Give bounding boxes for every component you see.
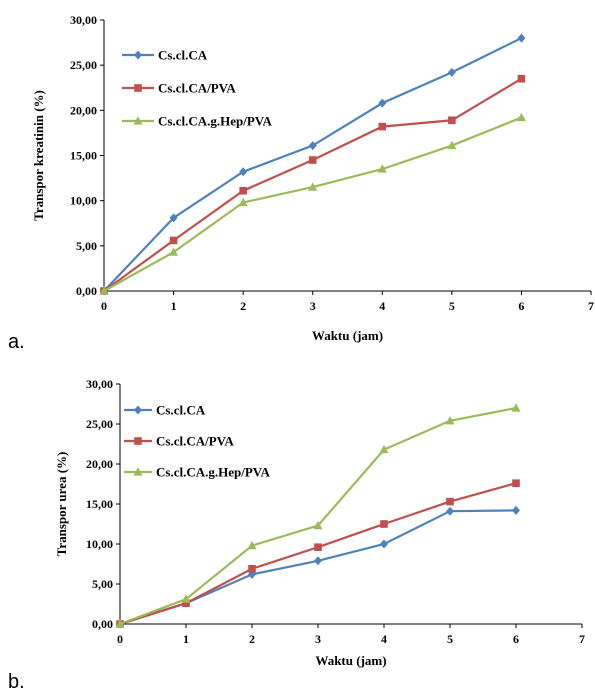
data-point bbox=[380, 539, 388, 549]
y-tick-label: 10,00 bbox=[86, 537, 113, 551]
data-point bbox=[512, 505, 520, 515]
y-tick-label: 20,00 bbox=[70, 103, 97, 117]
x-axis-title: Waktu (jam) bbox=[312, 328, 383, 343]
data-point bbox=[308, 156, 317, 164]
y-tick-label: 5,00 bbox=[76, 239, 97, 253]
data-point bbox=[169, 213, 178, 223]
data-point bbox=[445, 416, 455, 425]
legend-entry-label: Cs.cl.CA/PVA bbox=[156, 434, 234, 449]
x-tick-label: 5 bbox=[449, 299, 455, 313]
y-axis-title: Transpor urea (%) bbox=[54, 452, 69, 557]
data-point bbox=[99, 286, 109, 295]
legend-swatch-marker bbox=[134, 50, 142, 60]
x-tick-label: 5 bbox=[447, 632, 453, 646]
series-cs-cl-ca-g-hep-pva bbox=[115, 403, 521, 628]
data-point bbox=[512, 479, 520, 487]
legend-entry-label: Cs.cl.CA/PVA bbox=[158, 81, 236, 96]
data-point bbox=[238, 197, 248, 207]
series-cs-cl-ca-pva bbox=[116, 479, 520, 628]
x-tick-label: 2 bbox=[249, 632, 255, 646]
data-point bbox=[516, 112, 526, 122]
y-tick-label: 0,00 bbox=[76, 284, 97, 298]
x-tick-label: 6 bbox=[518, 299, 524, 313]
data-point bbox=[511, 403, 521, 412]
legend-entry-label: Cs.cl.CA.g.Hep/PVA bbox=[156, 465, 270, 480]
series-cs-cl-ca-g-hep-pva bbox=[99, 112, 526, 295]
series-line bbox=[103, 37, 522, 292]
data-point bbox=[248, 565, 256, 573]
chart-a: 0,00 5,00 10,00 15,00 20,00 25,00 30,00 0 1 2 3 4 5 6… bbox=[8, 13, 594, 353]
data-point bbox=[447, 140, 457, 150]
data-point bbox=[115, 619, 125, 628]
x-axis-title: Waktu (jam) bbox=[315, 653, 386, 668]
legend: Cs.cl.CA Cs.cl.CA/PVA Cs.cl.CA.g.Hep/PVA bbox=[122, 48, 272, 129]
data-point bbox=[308, 141, 317, 151]
legend-swatch-marker bbox=[134, 405, 142, 415]
data-point bbox=[517, 74, 526, 83]
x-tick-label: 4 bbox=[381, 632, 387, 646]
data-point bbox=[379, 444, 389, 454]
panel-label: a. bbox=[8, 331, 25, 353]
data-point bbox=[182, 599, 190, 607]
data-point bbox=[314, 556, 322, 566]
panel-label: b. bbox=[8, 671, 25, 691]
y-tick-label: 15,00 bbox=[70, 149, 97, 163]
legend-entry-label: Cs.cl.CA bbox=[158, 48, 208, 63]
x-tick-label: 2 bbox=[240, 299, 246, 313]
data-point bbox=[517, 33, 526, 43]
x-tick-label: 1 bbox=[171, 299, 177, 313]
y-tick-label: 10,00 bbox=[70, 194, 97, 208]
y-tick-label: 25,00 bbox=[86, 417, 113, 431]
x-tick-label: 4 bbox=[379, 299, 385, 313]
data-point bbox=[378, 98, 387, 108]
y-tick-label: 30,00 bbox=[86, 377, 113, 391]
y-tick-label: 30,00 bbox=[70, 13, 97, 27]
x-tick-label: 0 bbox=[117, 632, 123, 646]
data-point bbox=[308, 182, 318, 191]
series-cs-cl-ca bbox=[100, 33, 526, 296]
y-tick-label: 5,00 bbox=[92, 577, 113, 591]
data-point bbox=[446, 506, 454, 516]
data-point bbox=[447, 67, 456, 77]
series-line bbox=[119, 482, 517, 626]
legend-swatch-marker bbox=[133, 116, 143, 125]
data-point bbox=[239, 186, 247, 195]
legend-entry-label: Cs.cl.CA.g.Hep/PVA bbox=[158, 114, 272, 129]
y-tick-label: 15,00 bbox=[86, 497, 113, 511]
data-point bbox=[169, 247, 179, 256]
x-tick-label: 6 bbox=[513, 632, 519, 646]
legend: Cs.cl.CA Cs.cl.CA/PVA Cs.cl.CA.g.Hep/PVA bbox=[124, 403, 270, 480]
legend-swatch-marker bbox=[133, 467, 143, 476]
legend-entry-label: Cs.cl.CA bbox=[156, 403, 206, 418]
chart-b: 0,00 5,00 10,00 15,00 20,00 25,00 30,00 0 1 2 3 4 5 6… bbox=[8, 377, 585, 693]
legend-swatch-marker bbox=[134, 84, 142, 92]
data-point bbox=[239, 167, 248, 177]
data-point bbox=[169, 236, 178, 245]
data-point bbox=[377, 164, 387, 173]
x-tick-label: 0 bbox=[101, 299, 107, 313]
y-axis-title: Transpor kreatinin (%) bbox=[31, 90, 46, 221]
data-point bbox=[378, 122, 387, 131]
data-point bbox=[380, 520, 388, 528]
x-tick-label: 7 bbox=[588, 299, 594, 313]
data-point bbox=[313, 520, 323, 530]
x-tick-label: 3 bbox=[315, 632, 321, 646]
data-point bbox=[247, 540, 257, 550]
x-tick-label: 1 bbox=[183, 632, 189, 646]
data-point bbox=[314, 543, 322, 551]
y-tick-label: 25,00 bbox=[70, 58, 97, 72]
data-point bbox=[181, 594, 191, 603]
y-tick-label: 20,00 bbox=[86, 457, 113, 471]
x-tick-label: 3 bbox=[310, 299, 316, 313]
y-tick-label: 0,00 bbox=[92, 617, 113, 631]
legend-swatch-marker bbox=[134, 437, 142, 445]
data-point bbox=[446, 497, 454, 506]
x-tick-label: 7 bbox=[579, 632, 585, 646]
data-point bbox=[448, 116, 456, 125]
